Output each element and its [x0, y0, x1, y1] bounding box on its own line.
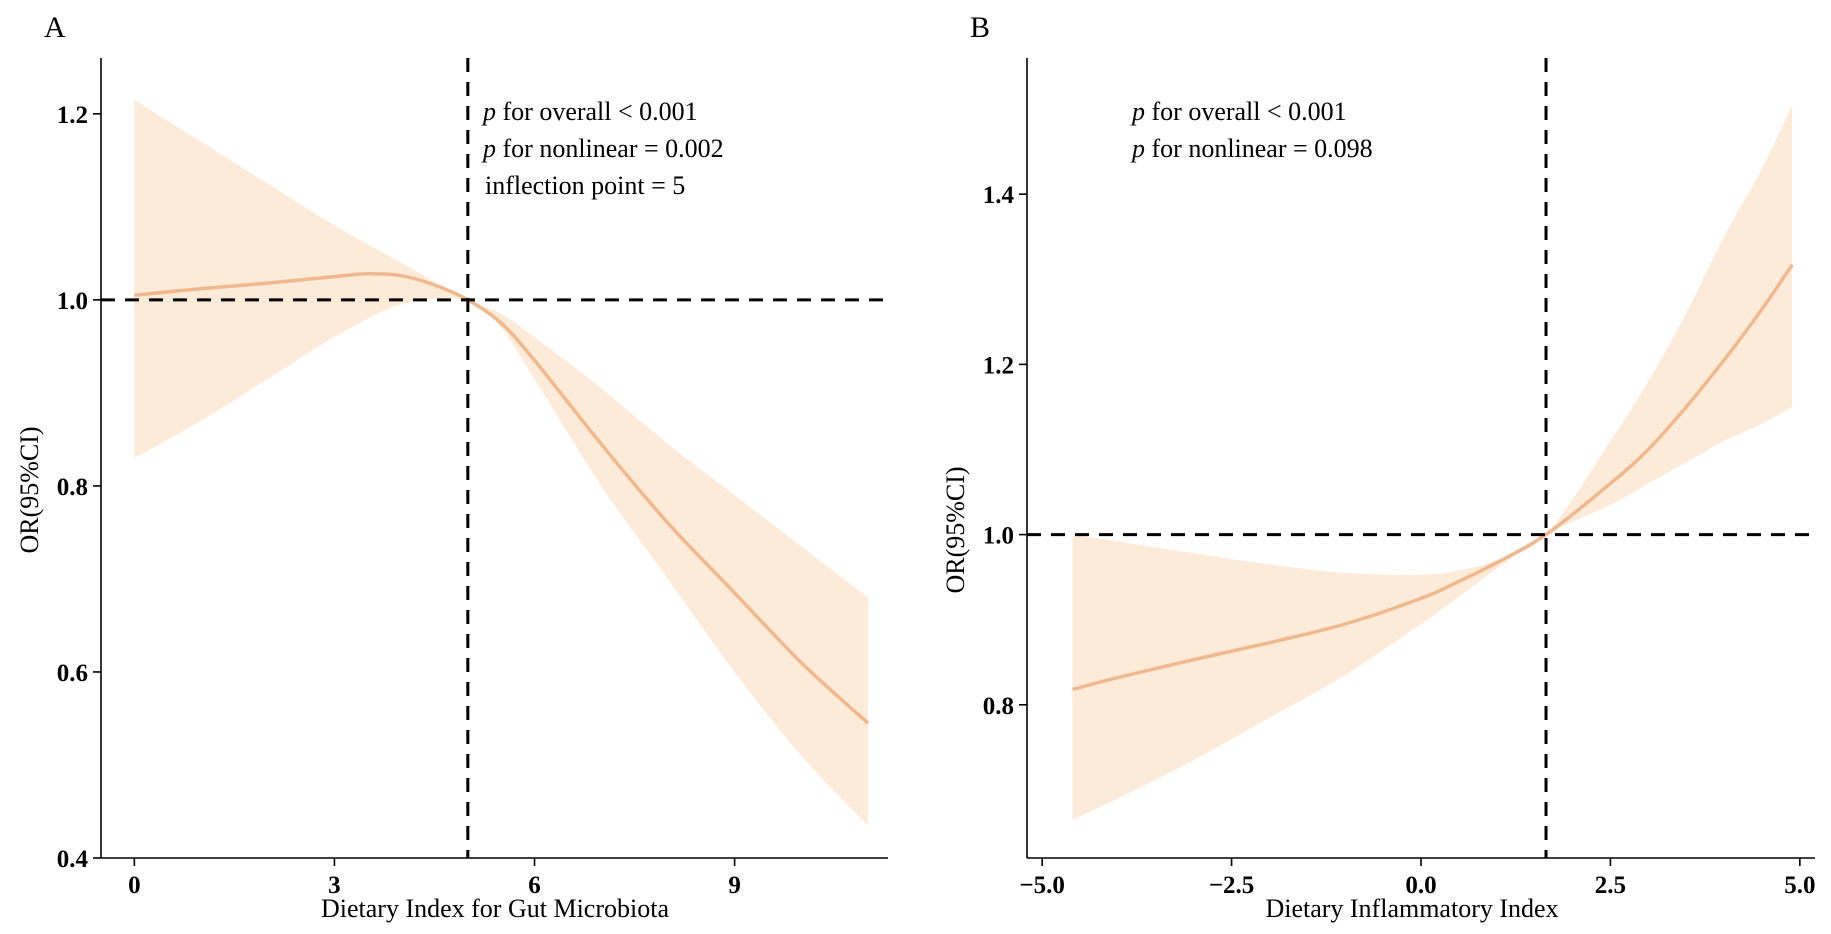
or-curve [1072, 263, 1794, 692]
annotation-nonlinear: p for nonlinear = 0.098 [1130, 134, 1373, 163]
ci-band [134, 99, 869, 826]
annotation-text: for nonlinear = 0.002 [496, 134, 724, 163]
y-axis-title: OR(95%CI) [941, 466, 970, 593]
annotation-nonlinear: p for nonlinear = 0.002 [481, 134, 724, 163]
x-tick-label: 5.0 [1784, 872, 1815, 899]
ci-band [1072, 104, 1793, 820]
x-tick-label: 9 [728, 872, 741, 899]
y-tick-label: 0.8 [57, 474, 88, 501]
annotation-p-italic: p [1130, 97, 1145, 126]
x-tick-label: 3 [328, 872, 341, 899]
x-tick-label: 0.0 [1405, 872, 1436, 899]
annotation-inflection-point: inflection point = 5 [485, 171, 685, 200]
panel-label-a: A [44, 11, 66, 44]
y-ticks: 0.4 0.6 0.8 1.0 1.2 [57, 102, 101, 873]
y-tick-label: 0.4 [57, 846, 89, 873]
annotation-text: for overall < 0.001 [1145, 97, 1347, 126]
x-tick-label: 2.5 [1595, 872, 1626, 899]
y-tick-label: 0.6 [57, 660, 88, 687]
panel-b: B 0.8 1.0 1.2 1.4 −5.0 −2.5 0.0 2.5 5.0 Dietary… [941, 11, 1815, 923]
annotation-p-italic: p [481, 134, 496, 163]
x-ticks: 0 3 6 9 [128, 858, 741, 899]
y-tick-label: 1.0 [57, 288, 88, 315]
y-tick-label: 0.8 [983, 693, 1014, 720]
x-axis-title: Dietary Inflammatory Index [1265, 894, 1558, 923]
annotation-text: inflection point = 5 [485, 171, 685, 200]
x-axis-title: Dietary Index for Gut Microbiota [321, 894, 669, 923]
y-tick-label: 1.0 [983, 523, 1014, 550]
annotation-text: for overall < 0.001 [496, 97, 698, 126]
y-tick-label: 1.4 [983, 182, 1015, 209]
panel-a: A 0.4 0.6 0.8 1.0 1.2 0 3 6 9 Dietary Index for… [15, 11, 888, 923]
y-ticks: 0.8 1.0 1.2 1.4 [983, 182, 1027, 720]
annotation-text: for nonlinear = 0.098 [1145, 134, 1373, 163]
x-ticks: −5.0 −2.5 0.0 2.5 5.0 [1019, 858, 1815, 899]
annotation-p-italic: p [481, 97, 496, 126]
or-curve [134, 272, 870, 725]
annotation-overall: p for overall < 0.001 [481, 97, 698, 126]
y-axis-title: OR(95%CI) [15, 426, 44, 553]
y-tick-label: 1.2 [983, 352, 1014, 379]
y-tick-label: 1.2 [57, 102, 88, 129]
x-tick-label: 6 [528, 872, 541, 899]
annotation-overall: p for overall < 0.001 [1130, 97, 1347, 126]
x-tick-label: 0 [128, 872, 141, 899]
x-tick-label: −2.5 [1209, 872, 1255, 899]
panel-label-b: B [970, 11, 990, 44]
annotation-p-italic: p [1130, 134, 1145, 163]
x-tick-label: −5.0 [1019, 872, 1065, 899]
